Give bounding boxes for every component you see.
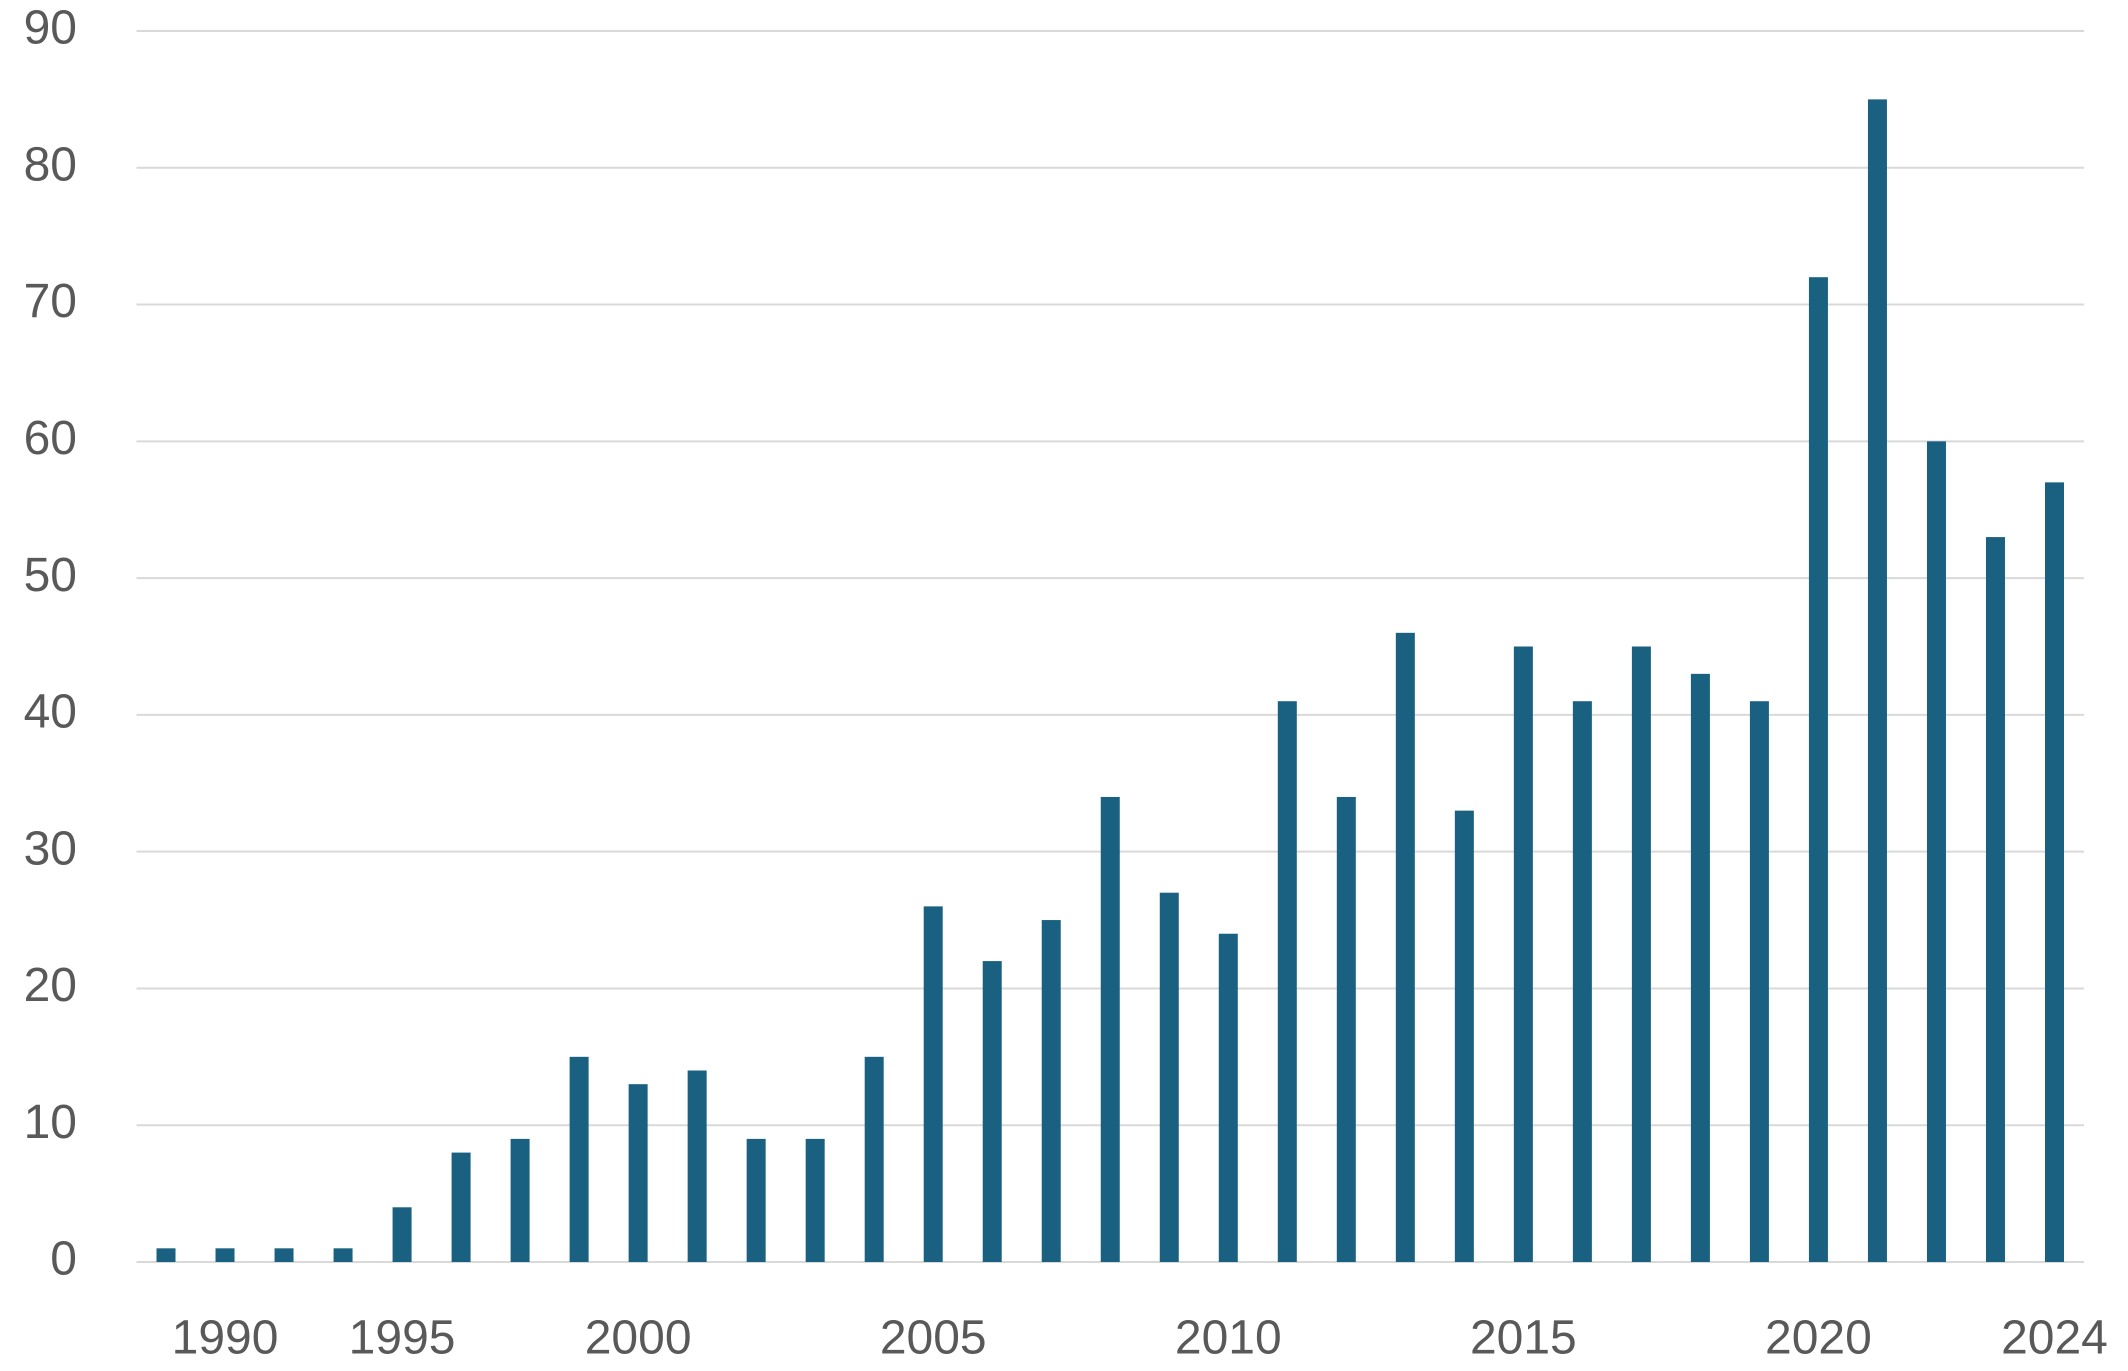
bar	[215, 1248, 235, 1262]
bar	[2044, 482, 2064, 1262]
bar	[1218, 933, 1238, 1262]
bar	[274, 1248, 294, 1262]
bar	[156, 1248, 176, 1262]
bar	[687, 1070, 707, 1262]
y-tick-label: 30	[24, 822, 77, 875]
y-tick-label: 90	[24, 2, 77, 55]
bar	[392, 1207, 412, 1262]
bar	[1572, 701, 1592, 1262]
bar	[1159, 892, 1179, 1262]
bar	[1690, 673, 1710, 1262]
bar	[1277, 701, 1297, 1262]
y-tick-label: 40	[24, 686, 77, 739]
bar	[1808, 277, 1828, 1262]
bar	[1395, 632, 1415, 1262]
bar	[1985, 537, 2005, 1262]
x-tick-label: 1995	[349, 1312, 456, 1365]
bar	[628, 1084, 648, 1262]
bar	[451, 1152, 471, 1262]
bar	[923, 906, 943, 1262]
x-tick-label: 2020	[1765, 1312, 1872, 1365]
bar	[982, 961, 1002, 1262]
y-tick-label: 20	[24, 959, 77, 1012]
y-tick-label: 10	[24, 1096, 77, 1149]
bar	[510, 1138, 530, 1262]
bar	[1041, 920, 1061, 1262]
bar	[569, 1056, 589, 1262]
y-tick-label: 80	[24, 138, 77, 191]
bar	[746, 1138, 766, 1262]
bar	[1513, 646, 1533, 1262]
bar	[1926, 441, 1946, 1262]
x-tick-label: 2010	[1175, 1312, 1282, 1365]
bar	[1749, 701, 1769, 1262]
y-tick-label: 70	[24, 275, 77, 328]
bar	[1867, 99, 1887, 1262]
x-tick-label: 2024	[2001, 1312, 2108, 1365]
y-tick-label: 0	[50, 1233, 77, 1286]
bar	[1100, 796, 1120, 1262]
bar	[864, 1056, 884, 1262]
x-tick-label: 2000	[585, 1312, 692, 1365]
bar	[1454, 810, 1474, 1262]
x-tick-label: 2015	[1470, 1312, 1577, 1365]
x-tick-label: 1990	[172, 1312, 279, 1365]
bar	[805, 1138, 825, 1262]
y-tick-label: 50	[24, 549, 77, 602]
bar	[333, 1248, 353, 1262]
x-tick-label: 2005	[880, 1312, 987, 1365]
bar	[1631, 646, 1651, 1262]
y-tick-label: 60	[24, 412, 77, 465]
bar	[1336, 796, 1356, 1262]
